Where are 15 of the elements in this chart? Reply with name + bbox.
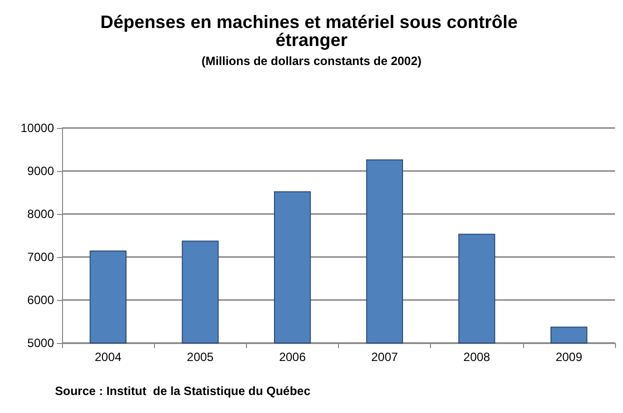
source-note: Source : Institut de la Statistique du Québec (55, 384, 311, 398)
x-tick-label: 2007 (371, 350, 398, 364)
x-tick-label: 2005 (186, 350, 214, 364)
chart-title: Dépenses en machines et matériel sous contrôle étranger (100, 12, 523, 50)
y-tick-label: 9000 (27, 164, 54, 178)
y-tick-label: 6000 (27, 293, 54, 307)
y-tick-label: 8000 (27, 207, 54, 221)
x-tick-label: 2006 (279, 350, 306, 364)
chart-subtitle: (Millions de dollars constants de 2002) (201, 54, 422, 68)
y-tick-label: 5000 (27, 336, 54, 350)
x-tick-label: 2008 (463, 350, 490, 364)
x-tick-label: 2004 (94, 350, 122, 364)
x-tick-label: 2009 (556, 350, 583, 364)
y-tick-label: 10000 (20, 121, 54, 135)
y-tick-label: 7000 (27, 250, 54, 264)
